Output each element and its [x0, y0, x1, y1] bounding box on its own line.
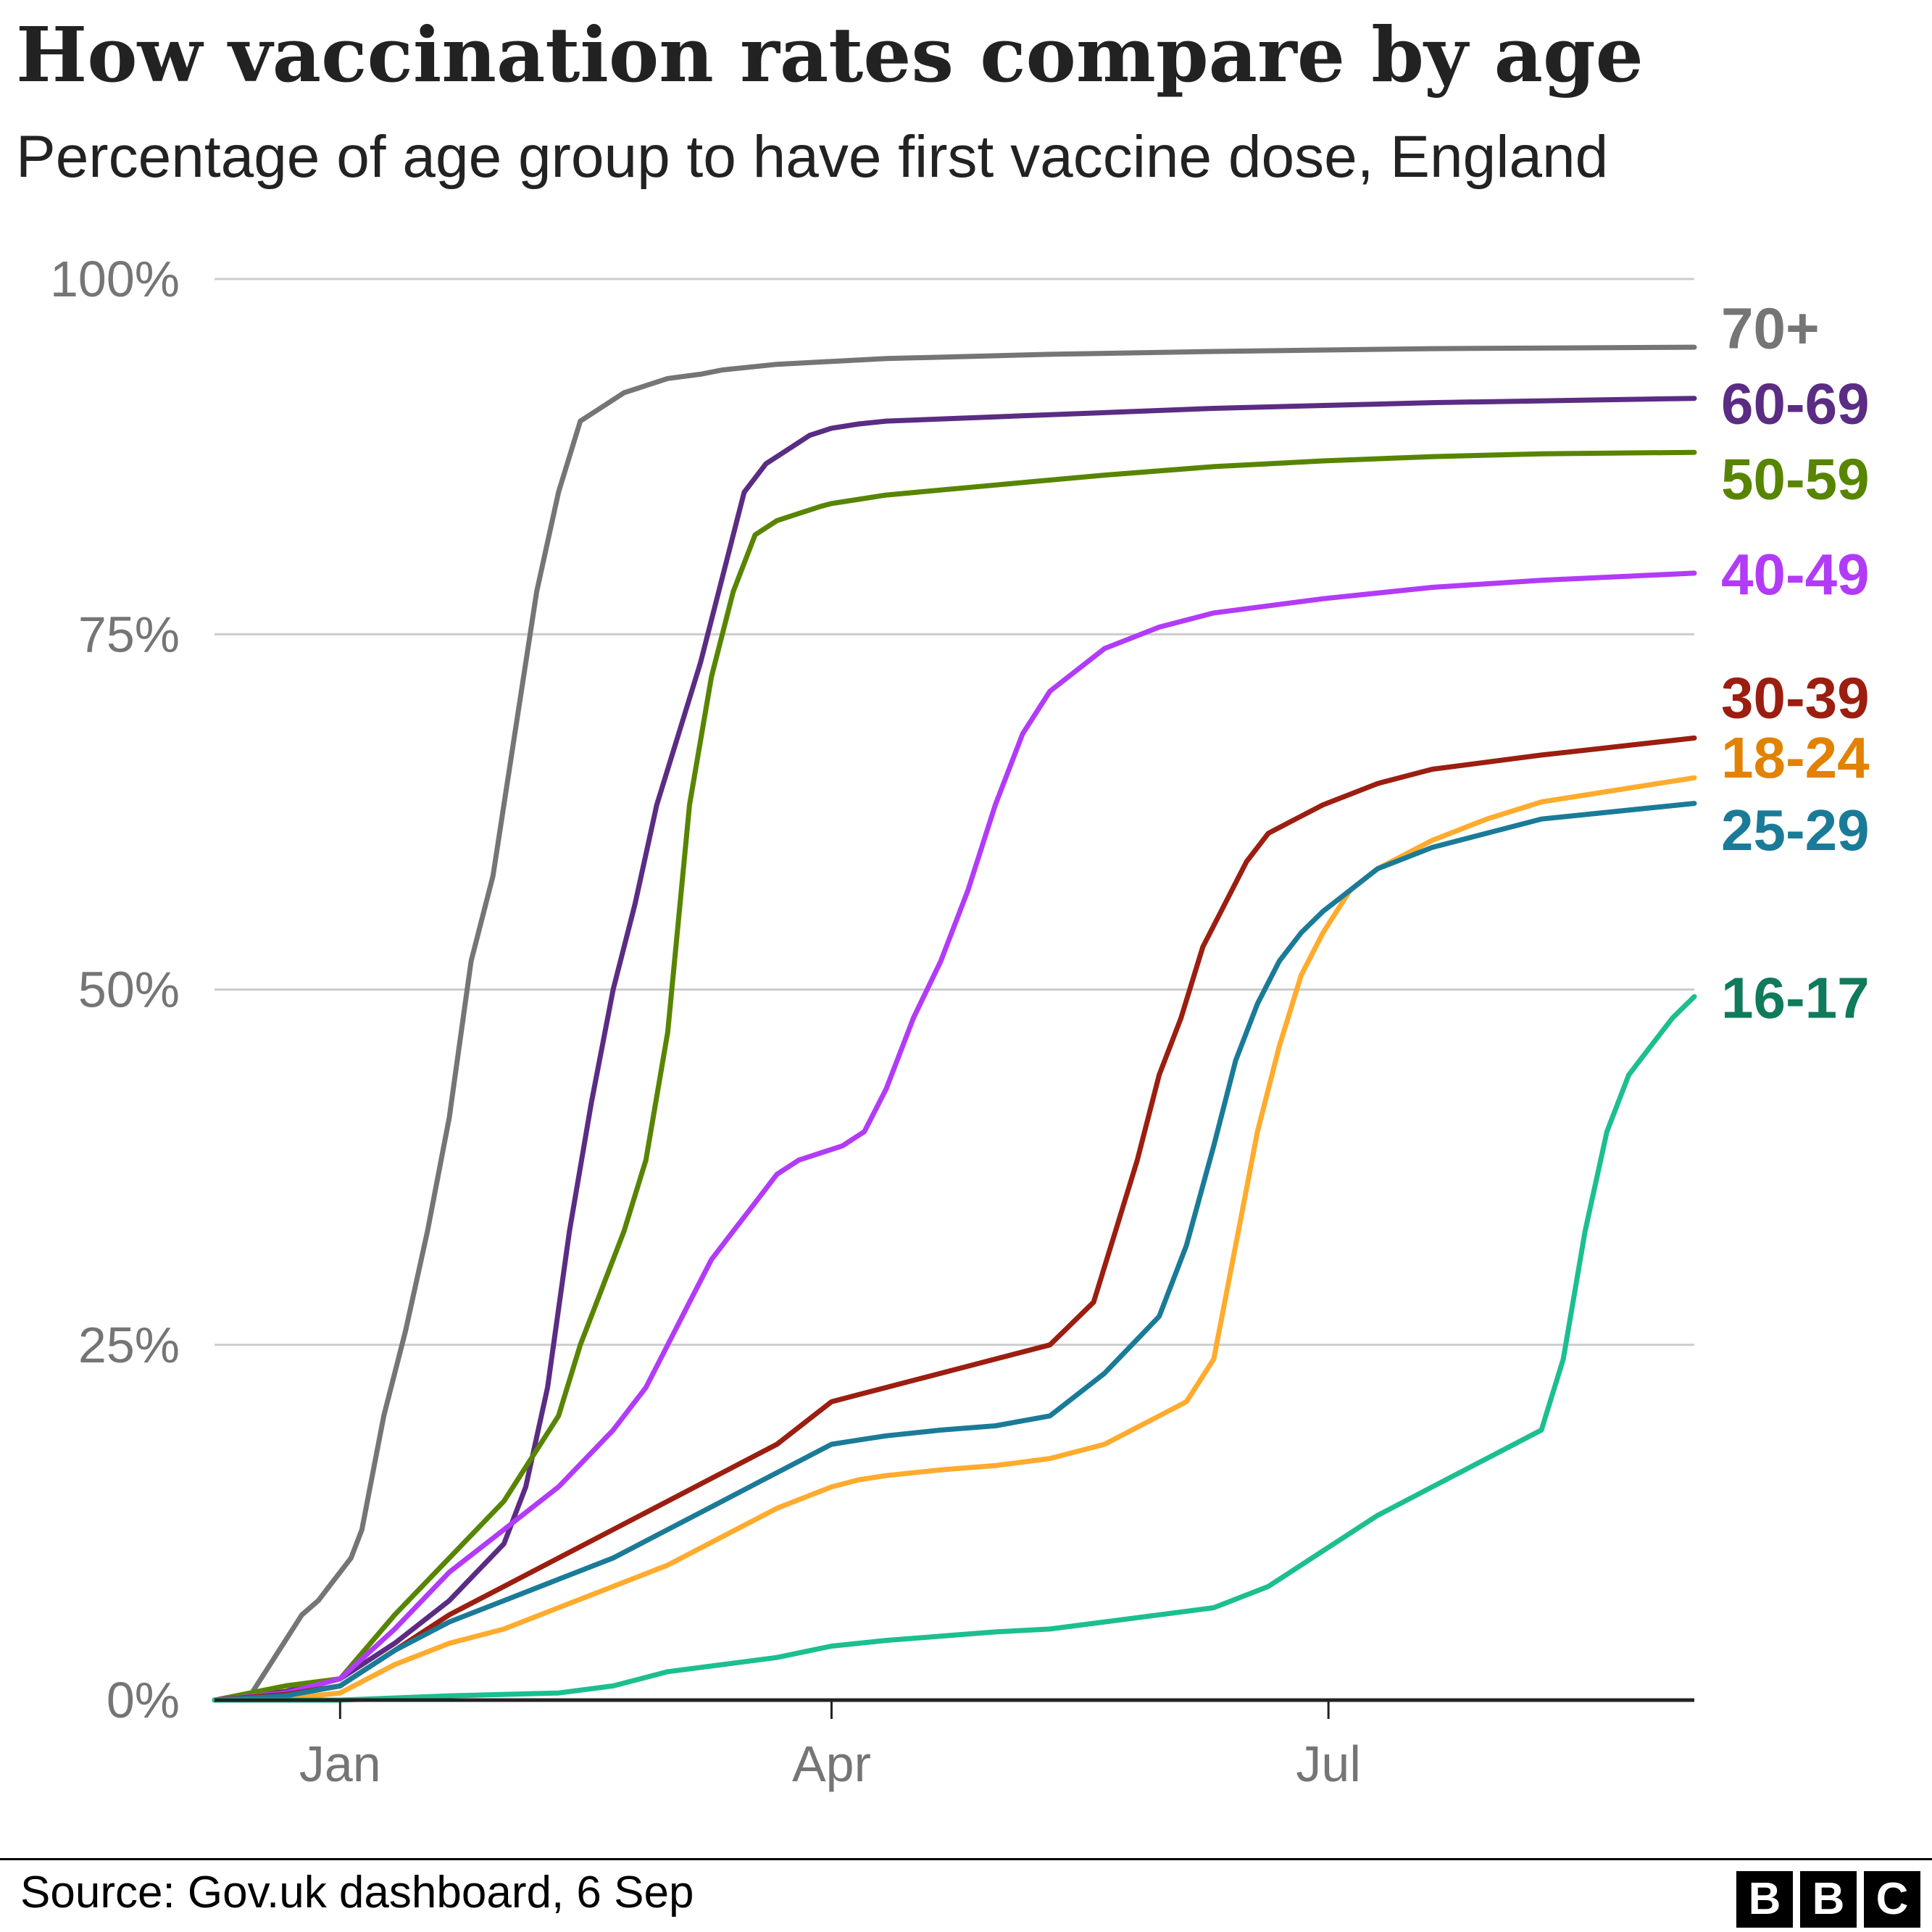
chart-subtitle: Percentage of age group to have first va…	[16, 124, 1609, 190]
footer-divider	[0, 1858, 1932, 1860]
series-label-60-69: 60-69	[1721, 372, 1870, 436]
series-line-16-17	[212, 994, 1697, 1703]
bbc-logo: B B C	[1736, 1871, 1920, 1928]
y-tick-label-100: 100%	[50, 251, 180, 307]
y-tick-label-25: 25%	[78, 1317, 180, 1373]
series-label-25-29: 25-29	[1721, 798, 1870, 862]
series-line-40-49	[212, 570, 1697, 1703]
series-line-60-69	[212, 396, 1697, 1703]
y-tick-label-50: 50%	[78, 962, 180, 1018]
series-line-50-59	[212, 449, 1697, 1703]
bbc-logo-letter-b2: B	[1800, 1871, 1857, 1928]
x-tick-label-apr: Apr	[792, 1736, 871, 1792]
series-line-18-24	[212, 775, 1697, 1703]
series-label-30-39: 30-39	[1721, 665, 1870, 730]
y-axis-ticks: 0% 25% 50% 75% 100%	[50, 251, 180, 1728]
source-note: Source: Gov.uk dashboard, 6 Sep	[20, 1868, 694, 1918]
x-axis-ticks: Jan Apr Jul	[299, 1700, 1361, 1792]
series-line-70	[212, 344, 1697, 1703]
y-tick-label-0: 0%	[107, 1672, 180, 1728]
series-lines	[212, 344, 1697, 1703]
series-line-30-39	[212, 735, 1697, 1703]
chart-title: How vaccination rates compare by age	[16, 10, 1644, 99]
series-line-25-29	[212, 801, 1697, 1703]
y-tick-label-75: 75%	[78, 606, 180, 662]
bbc-logo-letter-b1: B	[1736, 1871, 1793, 1928]
series-label-50-59: 50-59	[1721, 447, 1870, 512]
series-label-16-17: 16-17	[1721, 965, 1870, 1030]
x-tick-label-jan: Jan	[299, 1736, 381, 1792]
gridlines	[215, 278, 1694, 1346]
series-label-18-24: 18-24	[1721, 725, 1870, 790]
x-tick-label-jul: Jul	[1296, 1736, 1360, 1792]
bbc-logo-letter-c: C	[1864, 1871, 1920, 1928]
series-label-40-49: 40-49	[1721, 542, 1870, 607]
series-label-70: 70+	[1721, 296, 1820, 361]
